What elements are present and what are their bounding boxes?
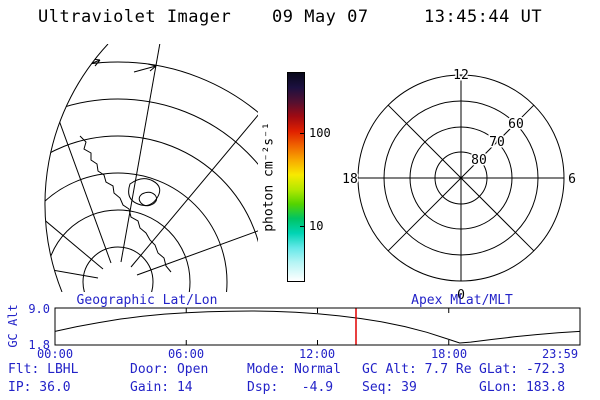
colorbar-label-100: 100 [309,126,331,140]
colorbar-tick-10 [300,226,305,227]
colorbar-unit-label: photon cm⁻²s⁻¹ [261,122,277,232]
colorbar [287,72,305,282]
gc-alt-max-label: 9.0 [28,302,50,316]
colorbar-label-10: 10 [309,219,324,233]
time-tick-label-1200: 12:00 [298,347,336,361]
coastline [79,135,172,273]
status-gc-alt: GC Alt: 7.7 Re [362,362,472,377]
time-tick-label-0600: 06:00 [167,347,205,361]
contour-inner [138,191,158,207]
status-dsp: Dsp: -4.9 [247,380,334,395]
time-tick-label-2359: 23:59 [541,347,579,361]
gc-alt-curve [54,310,581,344]
mlat-label-60: 60 [508,117,524,132]
colorbar-tick-100 [300,133,305,134]
gc-alt-chart [54,307,581,346]
mlat-label-70: 70 [489,135,505,150]
orbit-arrows-icon [79,58,157,73]
status-glat: GLat: -72.3 [479,362,566,377]
header-time: 13:45:44 UT [424,7,543,27]
mlt-label-6: 6 [568,172,576,187]
mlat-label-80: 80 [471,153,487,168]
mlt-label-0: 0 [457,288,465,303]
earth-limb [44,44,109,292]
header-date: 09 May 07 [272,7,369,27]
latlon-grid [45,44,258,292]
mlt-spokes [358,75,564,281]
mlt-label-12: 12 [453,68,469,83]
status-ip: IP: 36.0 [8,380,71,395]
status-gain: Gain: 14 [130,380,193,395]
app-title: Ultraviolet Imager [38,7,232,27]
status-mode: Mode: Normal [247,362,341,377]
gc-alt-axis-label: GC Alt [6,304,20,348]
geographic-map [44,44,258,292]
time-tick-label-1800: 18:00 [430,347,468,361]
map-caption: Geographic Lat/Lon [76,293,218,308]
status-glon: GLon: 183.8 [479,380,566,395]
polar-caption: Apex MLat/MLT [411,293,513,308]
status-flt: Flt: LBHL [8,362,79,377]
status-door: Door: Open [130,362,209,377]
gc-alt-min-label: 1.8 [28,338,50,352]
status-seq: Seq: 39 [362,380,417,395]
mlt-label-18: 18 [342,172,358,187]
time-tick-label-0000: 00:00 [36,347,74,361]
polar-plot: 12 18 6 0 60 70 80 [342,67,577,305]
